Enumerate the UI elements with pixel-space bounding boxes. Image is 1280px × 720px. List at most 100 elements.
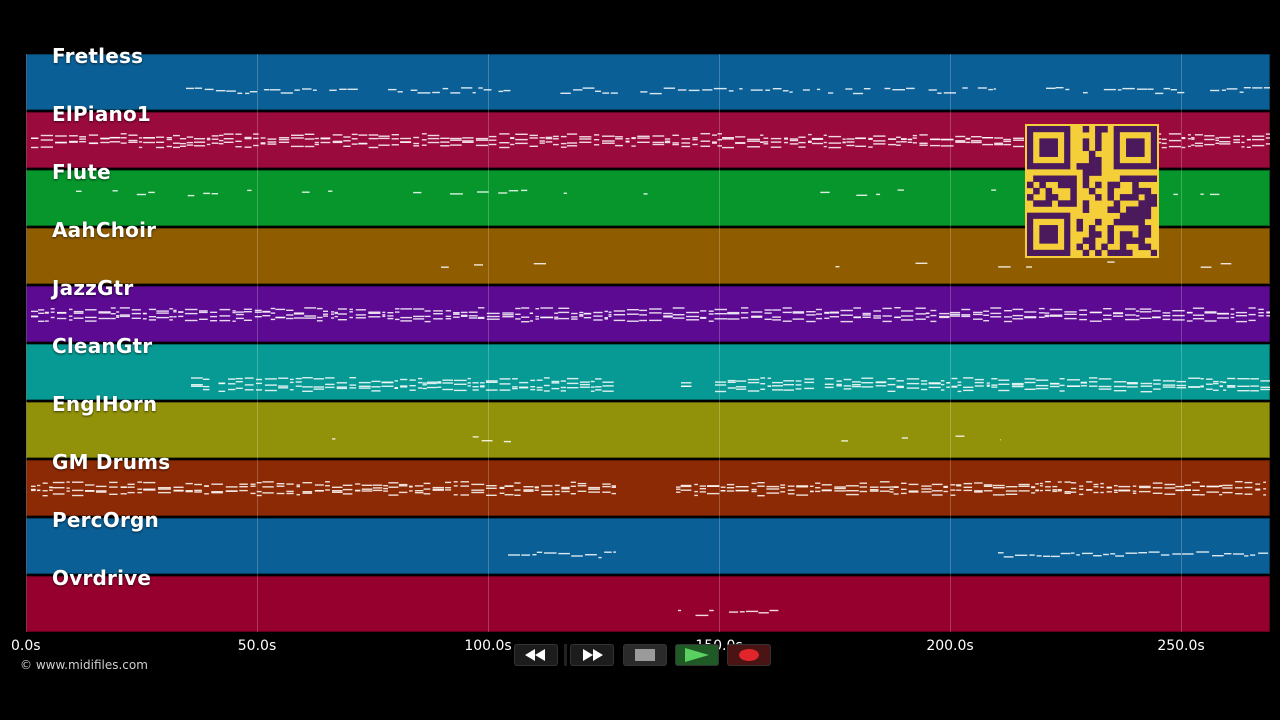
qr-module — [1076, 243, 1084, 251]
track-gm-drums[interactable]: GM Drums — [26, 450, 1270, 516]
note-mark — [529, 137, 538, 139]
note-mark — [961, 314, 971, 316]
note-mark — [1003, 556, 1014, 558]
note-mark — [1217, 317, 1229, 319]
qr-code[interactable] — [1027, 126, 1158, 257]
note-mark — [843, 388, 852, 390]
qr-module — [1144, 175, 1152, 183]
note-mark — [1135, 318, 1140, 321]
note-mark — [185, 490, 193, 492]
note-mark — [699, 488, 706, 490]
qr-module — [1088, 163, 1096, 170]
note-mark — [148, 316, 156, 318]
track-fretless[interactable]: Fretless — [26, 44, 1270, 110]
note-mark — [388, 88, 397, 91]
note-mark — [275, 316, 286, 319]
note-mark — [553, 143, 559, 146]
note-mark — [983, 310, 990, 312]
note-mark — [1219, 136, 1231, 139]
note-mark — [400, 378, 408, 381]
note-mark — [109, 493, 118, 495]
note-mark — [1139, 486, 1151, 489]
note-mark — [1164, 493, 1176, 495]
note-mark — [856, 194, 868, 196]
qr-module — [1132, 187, 1139, 195]
note-mark — [244, 146, 252, 148]
note-mark — [148, 308, 156, 311]
note-mark — [323, 310, 328, 312]
note-mark — [413, 142, 420, 145]
note-mark — [988, 88, 993, 91]
track-percorgn[interactable]: PercOrgn — [26, 508, 1270, 574]
note-mark — [332, 140, 343, 143]
note-mark — [1230, 313, 1235, 315]
note-mark — [395, 318, 400, 321]
note-mark — [1235, 320, 1247, 323]
fast-forward-button[interactable] — [570, 644, 614, 666]
note-mark — [173, 489, 184, 492]
qr-module — [1119, 231, 1127, 238]
rewind-button[interactable] — [514, 644, 558, 666]
record-button[interactable] — [727, 644, 771, 666]
note-mark — [1117, 89, 1122, 91]
track-ovrdrive[interactable]: Ovrdrive — [26, 566, 1270, 632]
qr-module — [1144, 194, 1152, 201]
note-mark — [604, 310, 608, 313]
note-mark — [486, 318, 500, 320]
note-mark — [772, 319, 781, 321]
note-mark — [432, 486, 444, 489]
note-mark — [1005, 490, 1018, 492]
note-mark — [325, 485, 330, 487]
note-mark — [943, 490, 948, 493]
note-lane — [191, 377, 1270, 393]
qr-module — [1045, 175, 1053, 183]
note-mark — [912, 142, 917, 144]
stop-button[interactable] — [623, 644, 667, 666]
note-mark — [1059, 378, 1065, 380]
note-mark — [110, 317, 116, 320]
note-mark — [1024, 381, 1036, 384]
qr-module — [1057, 200, 1065, 207]
note-mark — [225, 486, 238, 488]
note-mark — [767, 377, 772, 379]
note-mark — [859, 490, 867, 493]
note-mark — [512, 378, 518, 380]
note-mark — [906, 87, 915, 90]
note-mark — [686, 311, 700, 314]
note-mark — [991, 378, 998, 380]
note-mark — [939, 312, 950, 315]
note-mark — [712, 141, 717, 143]
note-mark — [210, 315, 218, 318]
note-mark — [566, 377, 579, 380]
note-mark — [422, 387, 427, 390]
note-mark — [400, 385, 408, 387]
note-mark — [185, 482, 193, 485]
note-mark — [38, 320, 45, 322]
note-mark — [291, 137, 304, 139]
note-mark — [602, 135, 615, 137]
track-cleangtr[interactable]: CleanGtr — [26, 334, 1270, 400]
note-mark — [119, 315, 130, 318]
note-mark — [637, 141, 650, 143]
note-mark — [1255, 489, 1261, 491]
note-mark — [156, 136, 165, 138]
note-mark — [194, 141, 206, 143]
track-jazzgtr[interactable]: JazzGtr — [26, 276, 1270, 342]
note-mark — [486, 494, 497, 496]
note-mark — [897, 189, 904, 191]
note-mark — [532, 554, 537, 556]
rewind-icon — [525, 649, 545, 661]
note-mark — [349, 384, 357, 386]
note-mark — [186, 144, 194, 146]
note-mark — [1250, 385, 1259, 387]
qr-module — [1113, 181, 1121, 189]
note-mark — [85, 490, 95, 492]
note-mark — [1206, 388, 1213, 390]
play-button[interactable] — [675, 644, 719, 666]
note-mark — [210, 311, 218, 313]
note-mark — [782, 307, 792, 309]
note-mark — [361, 490, 373, 492]
note-mark — [663, 316, 673, 318]
track-englhorn[interactable]: EnglHorn — [26, 392, 1270, 458]
note-mark — [462, 140, 474, 142]
